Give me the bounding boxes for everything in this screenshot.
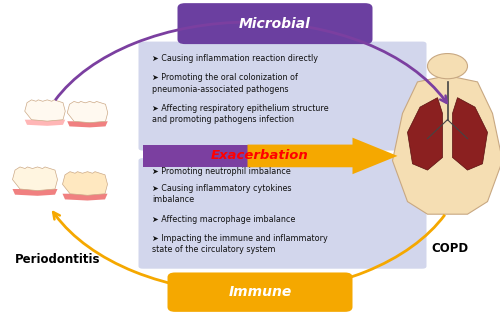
Polygon shape <box>408 98 442 170</box>
FancyBboxPatch shape <box>138 42 426 151</box>
Polygon shape <box>24 100 65 121</box>
Polygon shape <box>142 145 248 167</box>
Text: ➤ Causing inflammation reaction directly: ➤ Causing inflammation reaction directly <box>152 54 318 63</box>
Polygon shape <box>62 172 108 195</box>
Polygon shape <box>67 101 108 123</box>
Text: Immune: Immune <box>228 285 292 299</box>
Text: ➤ Impacting the immune and inflammatory
state of the circulatory system: ➤ Impacting the immune and inflammatory … <box>152 234 328 254</box>
Text: ➤ Promoting neutrophil imbalance: ➤ Promoting neutrophil imbalance <box>152 167 291 176</box>
Text: ➤ Causing inflammatory cytokines
imbalance: ➤ Causing inflammatory cytokines imbalan… <box>152 184 292 204</box>
FancyBboxPatch shape <box>138 158 426 269</box>
Polygon shape <box>12 189 58 196</box>
Text: Periodontitis: Periodontitis <box>15 253 100 266</box>
Polygon shape <box>67 121 108 127</box>
Text: ➤ Affecting respiratory epithelium structure
and promoting pathogens infection: ➤ Affecting respiratory epithelium struc… <box>152 104 329 124</box>
FancyBboxPatch shape <box>178 3 372 44</box>
Text: ➤ Affecting macrophage imbalance: ➤ Affecting macrophage imbalance <box>152 215 296 224</box>
Polygon shape <box>392 76 500 214</box>
Text: Exacerbation: Exacerbation <box>211 149 308 163</box>
Circle shape <box>428 54 468 79</box>
Polygon shape <box>452 98 488 170</box>
Polygon shape <box>12 167 58 191</box>
Text: Microbial: Microbial <box>239 17 311 31</box>
Polygon shape <box>248 138 398 174</box>
Text: ➤ Promoting the oral colonization of
pneumonia-associated pathogens: ➤ Promoting the oral colonization of pne… <box>152 73 298 94</box>
Polygon shape <box>62 194 108 201</box>
Polygon shape <box>24 120 65 126</box>
Text: COPD: COPD <box>432 242 469 255</box>
FancyBboxPatch shape <box>168 272 352 312</box>
